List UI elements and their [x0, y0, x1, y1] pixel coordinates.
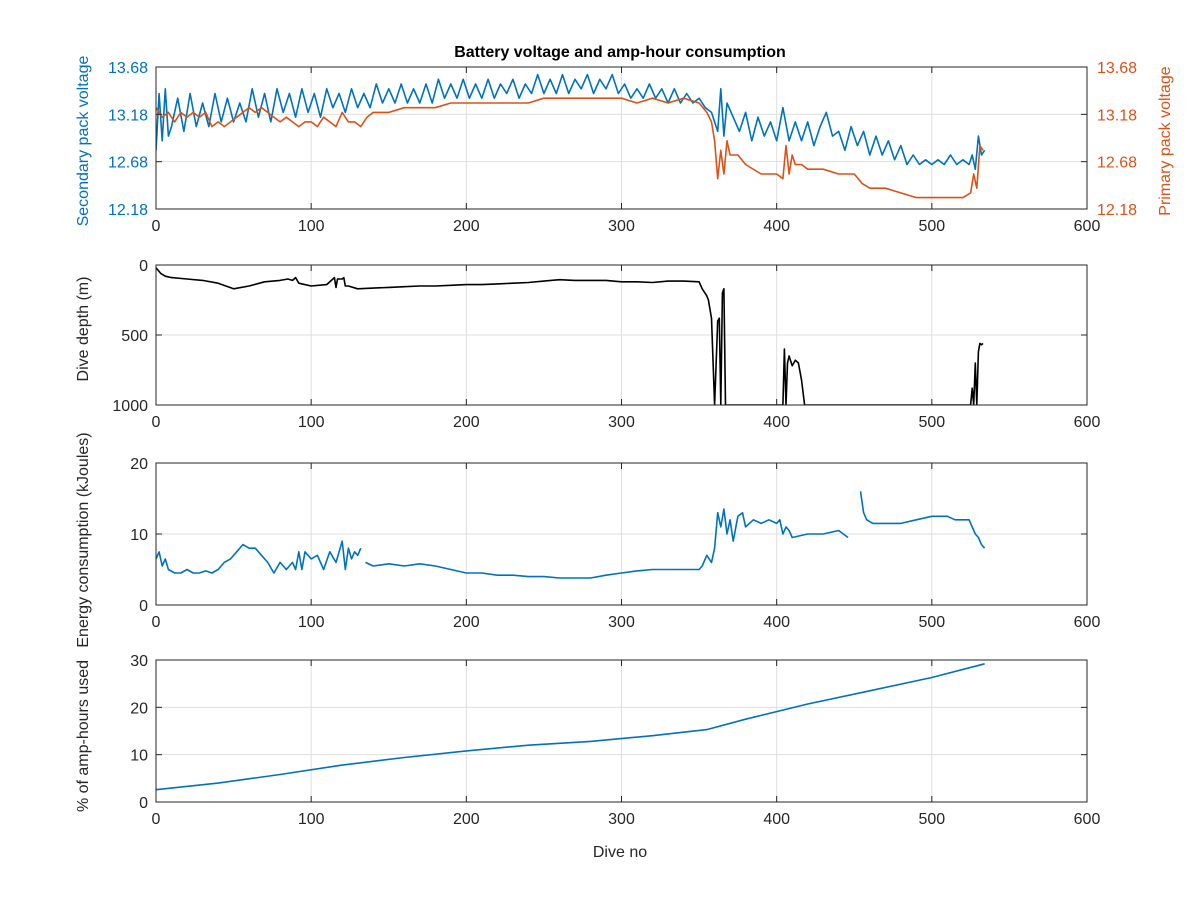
x-tick-label: 100 — [298, 218, 325, 235]
x-tick-label: 300 — [608, 414, 635, 431]
y-tick-label: 0 — [139, 795, 148, 812]
x-tick-label: 500 — [918, 414, 945, 431]
series-line-1-segment-2 — [365, 508, 849, 579]
y-axis-label: Energy consumption (kJoules) — [75, 432, 92, 647]
y-axis-label: % of amp-hours used — [75, 660, 92, 812]
x-tick-label: 500 — [918, 614, 945, 631]
chart-panel-1: 0 100 200 300 400 500 60012.1812.6813.1813.681… — [75, 56, 1174, 235]
y-right-tick-label: 13.18 — [1097, 107, 1137, 124]
x-tick-label: 400 — [763, 414, 790, 431]
figure-title: Battery voltage and amp-hour consumption — [454, 44, 786, 61]
x-tick-label: 300 — [608, 218, 635, 235]
x-tick-label: 400 — [763, 811, 790, 828]
x-tick-label: 200 — [453, 218, 480, 235]
x-tick-label: 200 — [453, 811, 480, 828]
x-tick-label: 200 — [453, 414, 480, 431]
y-tick-label: 10 — [130, 748, 148, 765]
y-right-tick-label: 13.68 — [1097, 60, 1137, 77]
x-tick-label: 600 — [1074, 414, 1101, 431]
y-tick-label: 12.18 — [108, 202, 148, 219]
y-tick-label: 13.68 — [108, 60, 148, 77]
chart-panel-2: 0 100 200 300 400 500 600 0 500 1000 Dive depth (m… — [75, 258, 1100, 431]
x-tick-label: 0 — [152, 811, 161, 828]
y-tick-label: 1000 — [112, 398, 148, 415]
y-axis-label: Dive depth (m) — [75, 277, 92, 382]
x-tick-label: 100 — [298, 811, 325, 828]
figure-xlabel: Dive no — [593, 844, 647, 861]
x-tick-label: 300 — [608, 614, 635, 631]
x-tick-label: 0 — [152, 414, 161, 431]
x-tick-label: 600 — [1074, 811, 1101, 828]
series-line-1-segment-1 — [156, 540, 362, 574]
y-tick-label: 10 — [130, 527, 148, 544]
y-tick-label: 13.18 — [108, 107, 148, 124]
y-axis-label-right: Primary pack voltage — [1157, 66, 1174, 215]
series-line-1 — [156, 73, 986, 170]
x-tick-label: 400 — [763, 218, 790, 235]
x-tick-label: 500 — [918, 218, 945, 235]
y-tick-label: 30 — [130, 653, 148, 670]
x-tick-label: 400 — [763, 614, 790, 631]
x-tick-label: 600 — [1074, 614, 1101, 631]
x-tick-label: 500 — [918, 811, 945, 828]
y-tick-label: 0 — [139, 258, 148, 275]
y-right-tick-label: 12.18 — [1097, 202, 1137, 219]
x-tick-label: 0 — [152, 614, 161, 631]
series-line-1 — [156, 663, 985, 791]
x-tick-label: 300 — [608, 811, 635, 828]
x-tick-label: 600 — [1074, 218, 1101, 235]
series-line-2 — [156, 97, 984, 199]
y-axis-label: Secondary pack voltage — [75, 56, 92, 227]
y-tick-label: 20 — [130, 456, 148, 473]
x-tick-label: 0 — [152, 218, 161, 235]
y-tick-label: 0 — [139, 598, 148, 615]
y-tick-label: 20 — [130, 700, 148, 717]
chart-panel-3: 0 100 200 300 400 500 600 0 10 20 Energy consumpti… — [75, 432, 1100, 647]
series-line-1 — [156, 267, 984, 405]
chart-panel-4: 0 100 200 300 400 500 600 0 10 20 30 % of amp-hours… — [75, 653, 1100, 828]
x-tick-label: 100 — [298, 414, 325, 431]
y-tick-label: 12.68 — [108, 155, 148, 172]
y-right-tick-label: 12.68 — [1097, 155, 1137, 172]
y-tick-label: 500 — [121, 328, 148, 345]
series-line-1-segment-3 — [859, 491, 986, 549]
panels-container: 0 100 200 300 400 500 60012.1812.6813.1813.681… — [75, 56, 1174, 828]
x-tick-label: 200 — [453, 614, 480, 631]
x-tick-label: 100 — [298, 614, 325, 631]
